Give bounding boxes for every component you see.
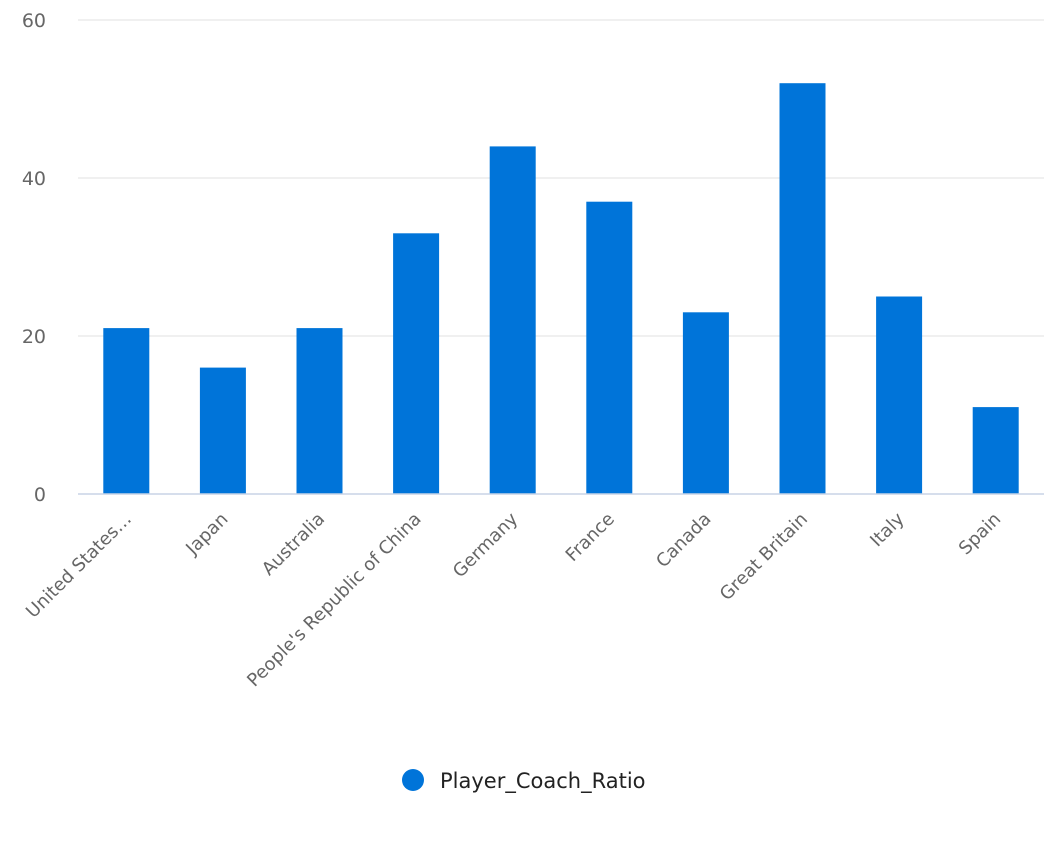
bar[interactable] — [682, 312, 729, 494]
x-tick-label: Australia — [258, 509, 329, 580]
legend-marker-icon — [402, 769, 424, 791]
gridlines — [78, 19, 1044, 337]
y-tick-label: 60 — [22, 10, 46, 32]
x-tick-label: France — [562, 509, 619, 566]
x-tick-label: People's Republic of China — [243, 509, 425, 691]
x-tick-label: Germany — [449, 508, 523, 582]
x-tick-label: Japan — [181, 509, 232, 560]
bar[interactable] — [779, 83, 826, 494]
y-axis-ticks: 0 20 40 60 — [22, 10, 46, 506]
x-tick-label: United States… — [22, 509, 136, 623]
bars — [103, 83, 1019, 495]
y-tick-label: 20 — [22, 326, 46, 348]
bar[interactable] — [876, 296, 923, 495]
bar[interactable] — [393, 233, 440, 495]
bar[interactable] — [972, 407, 1019, 494]
x-tick-label: Italy — [866, 508, 909, 551]
legend[interactable]: Player_Coach_Ratio — [402, 769, 646, 794]
x-tick-label: Great Britain — [716, 509, 812, 605]
x-tick-label: Canada — [652, 509, 715, 572]
bar[interactable] — [489, 146, 536, 494]
y-tick-label: 0 — [34, 484, 46, 506]
bar[interactable] — [296, 328, 343, 494]
bar[interactable] — [103, 328, 150, 494]
x-tick-label: Spain — [955, 509, 1005, 559]
bar[interactable] — [199, 367, 246, 494]
y-tick-label: 40 — [22, 168, 46, 190]
legend-label: Player_Coach_Ratio — [440, 769, 646, 794]
bar[interactable] — [586, 201, 633, 494]
